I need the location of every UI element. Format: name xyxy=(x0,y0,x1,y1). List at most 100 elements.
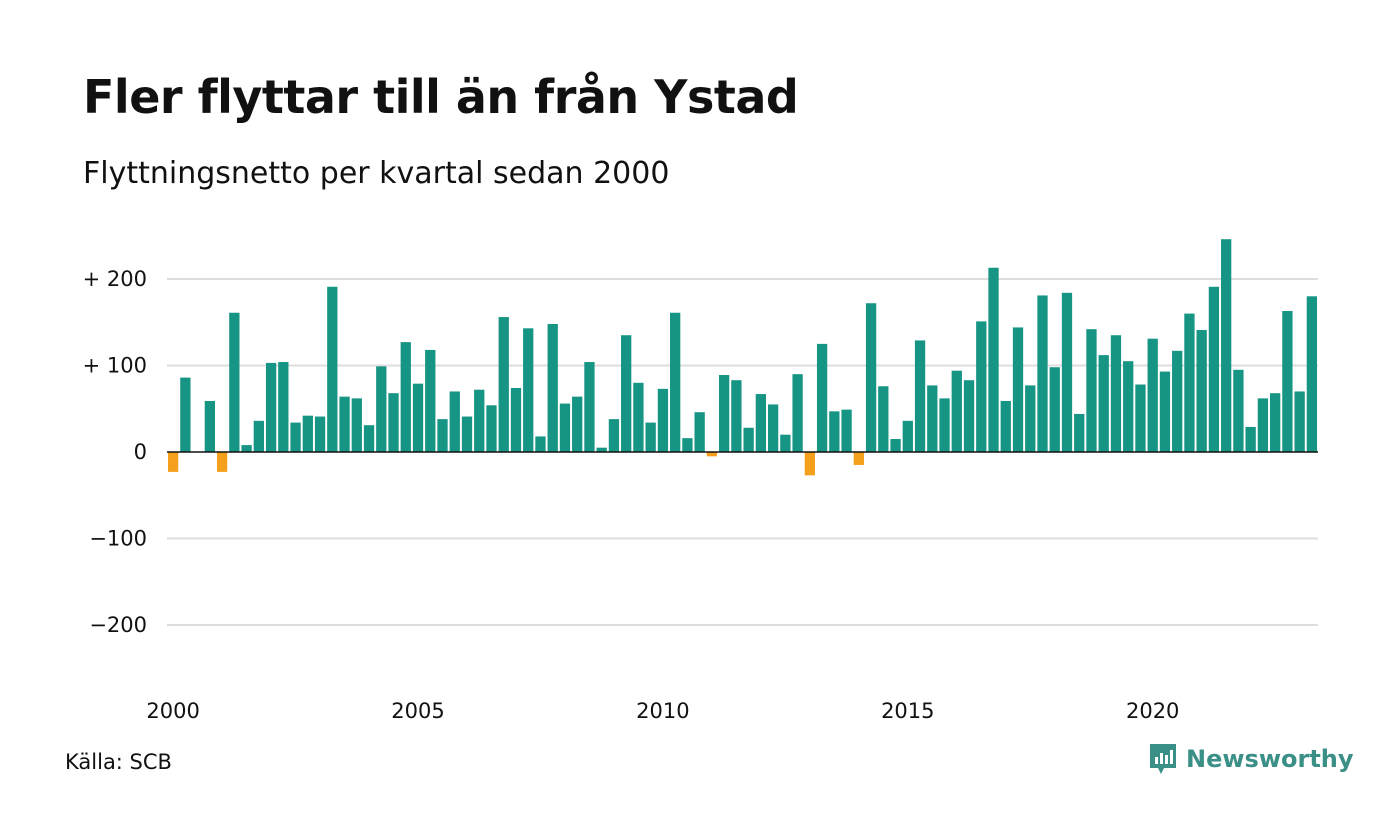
bar-positive xyxy=(633,382,644,452)
bar-positive xyxy=(363,425,375,453)
bar-positive xyxy=(559,403,571,452)
bar-positive xyxy=(1135,384,1146,452)
bar-positive xyxy=(204,400,215,452)
bar-positive xyxy=(1208,286,1220,452)
bar-positive xyxy=(792,374,803,452)
bar-positive xyxy=(1159,371,1171,452)
bar-positive xyxy=(694,412,705,452)
bar-positive xyxy=(988,267,999,452)
bar-positive xyxy=(731,380,742,452)
bar-positive xyxy=(1098,355,1109,452)
bar-positive xyxy=(816,343,828,453)
bar-positive xyxy=(976,321,987,452)
bar-positive xyxy=(1270,393,1281,452)
bar-positive xyxy=(474,389,485,452)
x-tick-label: 2000 xyxy=(146,699,199,723)
bar-positive xyxy=(963,380,975,452)
bar-positive xyxy=(1074,413,1085,452)
bar-positive xyxy=(339,396,350,452)
bar-positive xyxy=(351,398,362,452)
bar-positive xyxy=(412,383,424,452)
bar-negative xyxy=(804,452,815,476)
bar-positive xyxy=(939,398,950,452)
bar-positive xyxy=(645,422,656,452)
bar-positive xyxy=(461,416,473,452)
bar-positive xyxy=(498,317,509,452)
bar-positive xyxy=(1257,398,1269,452)
bar-positive xyxy=(841,409,852,452)
x-tick-label: 2005 xyxy=(391,699,444,723)
bar-positive xyxy=(400,342,411,452)
bar-positive xyxy=(1184,313,1195,452)
bar-positive xyxy=(1282,311,1293,452)
bar-positive xyxy=(584,362,595,452)
brand-logo: Newsworthy xyxy=(1148,742,1354,776)
bar-positive xyxy=(1147,338,1158,452)
bar-positive xyxy=(951,370,962,452)
bar-negative xyxy=(853,452,864,465)
bar-positive xyxy=(914,340,926,452)
bar-positive xyxy=(437,419,448,452)
bar-positive xyxy=(743,427,754,452)
bar-positive xyxy=(621,335,632,453)
bar-positive xyxy=(1245,426,1256,453)
bar-positive xyxy=(327,286,338,452)
bar-positive xyxy=(1294,391,1305,452)
bar-positive xyxy=(878,386,889,452)
bar-positive xyxy=(1123,361,1134,453)
bar-positive xyxy=(902,420,913,452)
bar-positive xyxy=(572,396,583,452)
bar-positive xyxy=(376,366,387,453)
bar-positive xyxy=(767,404,779,453)
bar-positive xyxy=(425,349,436,452)
x-tick-label: 2015 xyxy=(881,699,934,723)
bar-positive xyxy=(670,312,681,452)
bar-positive xyxy=(388,393,399,452)
bar-positive xyxy=(780,434,791,452)
bar-positive xyxy=(1000,400,1011,452)
bar-positive xyxy=(596,447,607,453)
source-note: Källa: SCB xyxy=(65,750,172,774)
bar-positive xyxy=(890,439,901,452)
y-tick-label: + 100 xyxy=(83,354,147,378)
bar-positive xyxy=(302,415,313,452)
bar-positive xyxy=(449,391,460,452)
bar-positive xyxy=(718,375,730,452)
bar-positive xyxy=(608,419,620,452)
bar-positive xyxy=(1049,367,1060,452)
newsworthy-logo-icon xyxy=(1150,744,1176,774)
bar-positive xyxy=(486,405,497,452)
bar-positive xyxy=(1086,329,1097,452)
y-tick-label: 0 xyxy=(134,440,147,464)
bar-positive xyxy=(1037,295,1048,452)
bar-positive xyxy=(253,420,264,452)
y-axis-tick-labels: + 200 + 100 0 −100 −200 xyxy=(83,267,147,637)
bar-positive xyxy=(1233,369,1244,452)
y-tick-label: −100 xyxy=(89,527,147,551)
bar-positive xyxy=(657,388,669,452)
bar-positive xyxy=(1110,335,1122,453)
bar-positive xyxy=(1012,327,1024,452)
y-tick-label: + 200 xyxy=(83,267,147,291)
bar-positive xyxy=(1221,239,1232,452)
bar-positive xyxy=(865,303,877,452)
bar-negative xyxy=(167,452,179,472)
bar-positive xyxy=(927,385,938,452)
bar-positive xyxy=(314,416,326,452)
bar-positive xyxy=(180,377,191,452)
bar-positive xyxy=(229,312,240,452)
bar-positive xyxy=(755,394,767,452)
x-axis-tick-labels: 2000 2005 2010 2015 2020 xyxy=(146,699,1179,723)
bar-positive xyxy=(682,438,693,452)
bar-positive xyxy=(1061,292,1073,452)
bar-positive xyxy=(510,387,522,452)
bar-positive xyxy=(523,328,534,452)
bar-positive xyxy=(1196,330,1207,452)
x-tick-label: 2020 xyxy=(1126,699,1179,723)
bar-positive xyxy=(829,411,840,453)
bar-positive xyxy=(241,445,252,452)
bar-negative xyxy=(706,452,718,457)
brand-name: Newsworthy xyxy=(1186,745,1354,773)
bar-negative xyxy=(216,452,228,472)
chart-subtitle: Flyttningsnetto per kvartal sedan 2000 xyxy=(83,156,670,191)
